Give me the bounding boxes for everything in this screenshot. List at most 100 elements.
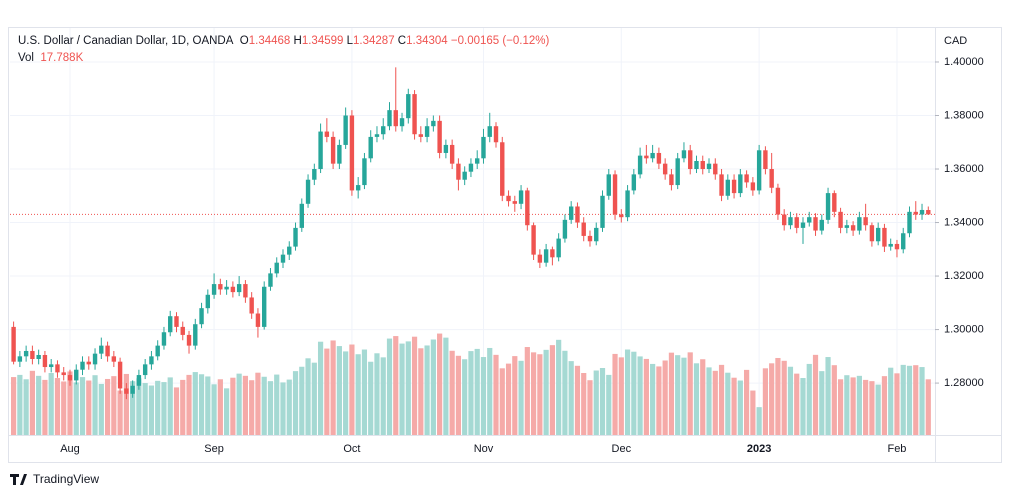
close-value: 1.34304 [406, 35, 448, 47]
candle-body [393, 110, 398, 127]
volume-bar [368, 361, 374, 435]
candle-body [832, 193, 837, 212]
volume-bar [593, 370, 599, 435]
candle-body [86, 361, 91, 365]
volume-bar [530, 352, 537, 435]
candle-body [882, 227, 887, 247]
y-tick-label: 1.28000 [944, 377, 984, 389]
candle-body [688, 150, 693, 170]
candle-body [525, 190, 530, 226]
candle-body [67, 375, 73, 381]
candle-body [412, 94, 417, 135]
volume-bar [317, 341, 324, 435]
volume-bar [875, 384, 881, 435]
candle-body [713, 163, 718, 175]
volume-bar [700, 359, 706, 435]
volume-bar [123, 373, 129, 435]
candle-body [343, 115, 348, 145]
candle-body [174, 316, 179, 327]
volume-bar [437, 333, 443, 435]
candle-body [763, 150, 768, 170]
candle-body [211, 284, 217, 295]
volume-bar [86, 380, 92, 435]
candle-body [337, 144, 342, 164]
candle-body [669, 174, 674, 186]
volume-bar [449, 350, 455, 435]
volume-bar [487, 347, 493, 435]
candle-body [775, 187, 781, 215]
candle-body [594, 227, 599, 242]
volume-bar [311, 362, 317, 435]
candle-body [556, 238, 561, 258]
candle-body [431, 120, 436, 127]
volume-bar [255, 372, 261, 435]
volume-bar [155, 380, 161, 435]
candle-body [42, 354, 48, 368]
volume-bar [249, 380, 255, 435]
candle-body [606, 174, 611, 196]
volume-bar [393, 336, 399, 435]
volume-bar [712, 370, 718, 435]
volume-bar [29, 370, 35, 435]
volume-value: 17.788K [40, 52, 84, 64]
volume-bar [756, 407, 762, 435]
volume-bar [355, 354, 361, 435]
x-tick-label: Feb [887, 443, 906, 455]
candle-body [600, 195, 605, 228]
candle-body [543, 249, 549, 263]
candle-body [738, 174, 743, 194]
volume-bar [731, 377, 737, 435]
volume-bar [687, 352, 693, 435]
volume-bar [837, 379, 844, 435]
volume-bar [762, 368, 768, 435]
volume-bar [568, 361, 574, 435]
volume-bar [261, 376, 267, 435]
ohlc-letter: H [293, 35, 302, 47]
volume-bar [349, 344, 355, 435]
candle-body [330, 136, 336, 164]
candle-body [111, 356, 117, 362]
candle-body [493, 126, 499, 143]
y-tick-label: 1.34000 [944, 216, 984, 228]
volume-bar [173, 387, 180, 435]
volume-bar [794, 373, 800, 435]
candle-body [587, 235, 593, 242]
volume-bar [549, 345, 555, 435]
candle-body [800, 222, 806, 228]
candle-body [750, 182, 756, 191]
candle-body [838, 211, 843, 228]
candle-body [374, 134, 380, 137]
volume-bar [136, 378, 142, 435]
open-value: 1.34468 [248, 35, 291, 47]
volume-bar [512, 356, 518, 435]
ohlc-letter: C [397, 35, 407, 47]
candle-body [349, 115, 355, 191]
candle-body [550, 249, 555, 258]
brand-logo: TradingView [10, 472, 99, 486]
candle-body [180, 326, 185, 335]
candle-body [399, 118, 405, 127]
volume-bar [819, 371, 825, 435]
candle-body [788, 217, 793, 226]
volume-bar [411, 336, 418, 435]
volume-bar [725, 372, 731, 435]
volume-bar [54, 378, 61, 435]
candle-body [506, 195, 511, 202]
volume-bar [744, 369, 750, 435]
candle-body [424, 126, 430, 137]
volume-bar [148, 385, 155, 435]
volume-bar [781, 360, 787, 435]
volume-bar [79, 377, 86, 435]
volume-bar [806, 363, 812, 435]
volume-bar [104, 378, 111, 435]
candle-body [362, 158, 367, 186]
candle-body [149, 356, 154, 365]
volume-bar [863, 379, 869, 435]
volume-bar [668, 352, 675, 435]
x-tick-label: Oct [343, 443, 360, 455]
volume-bar [562, 350, 568, 435]
candle-body [381, 126, 386, 135]
volume-bar [718, 364, 725, 435]
candle-body [124, 388, 129, 394]
